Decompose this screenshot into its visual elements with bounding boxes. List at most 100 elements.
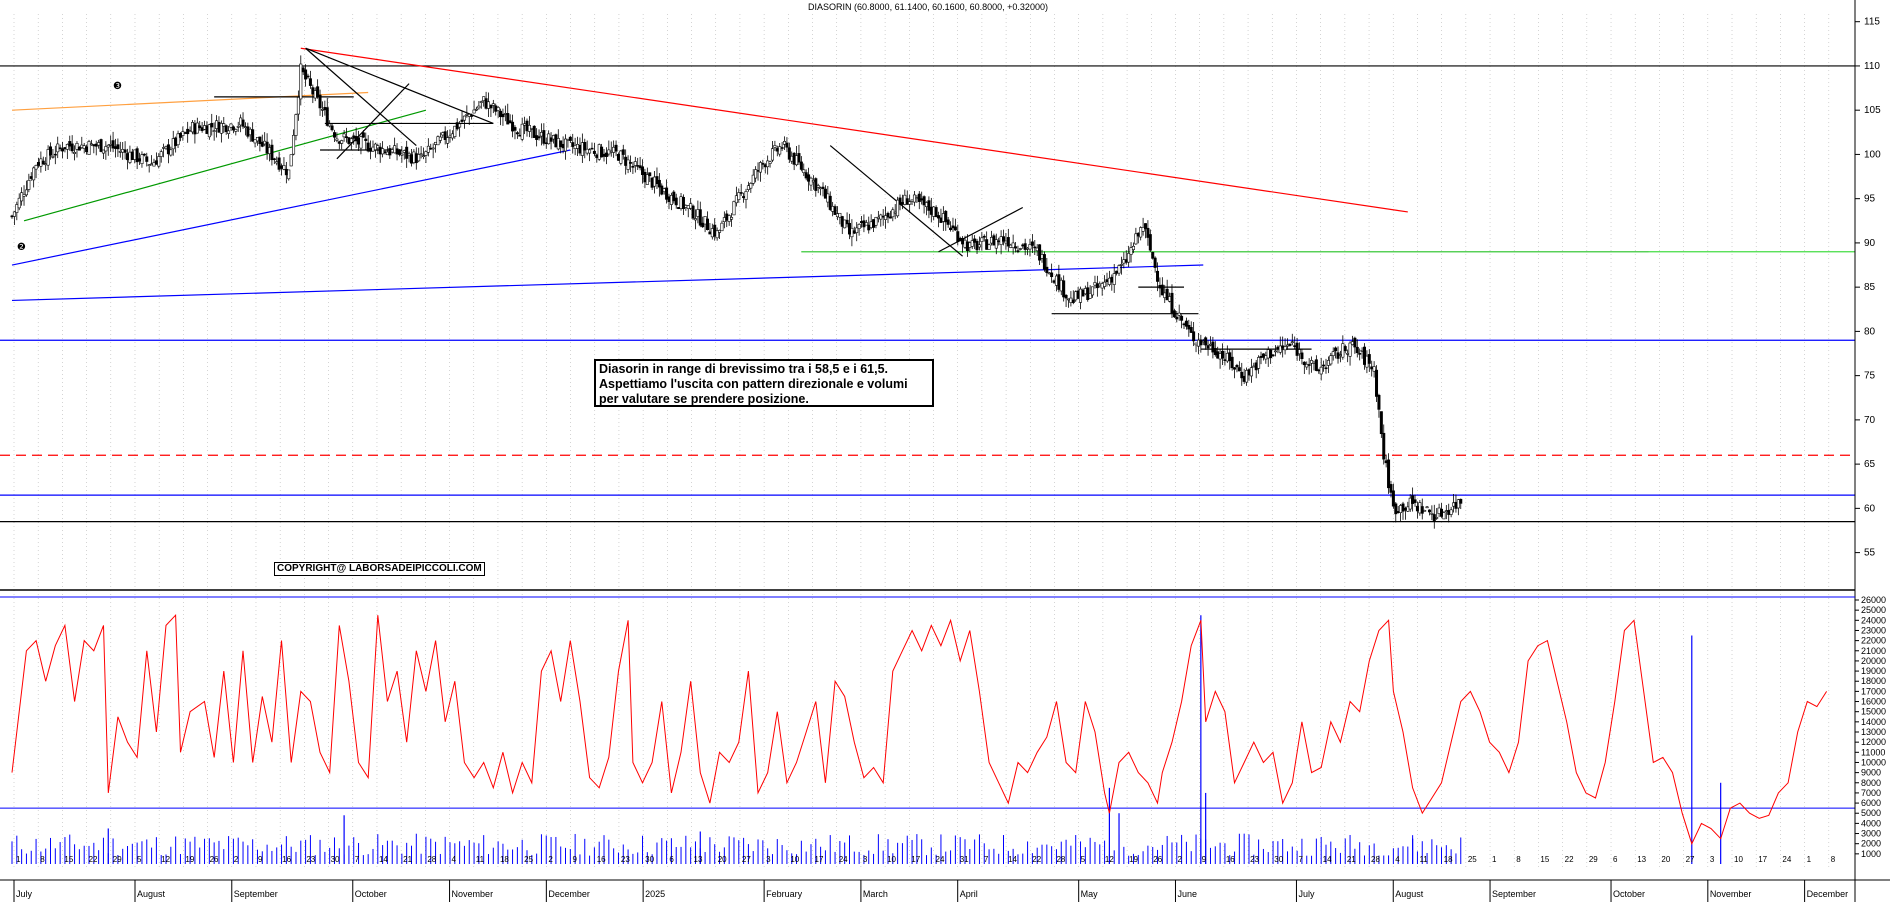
- candle-body: [1216, 351, 1220, 359]
- candle-body: [400, 153, 404, 156]
- osc-y-tick-label: 9000: [1861, 768, 1881, 778]
- candle-body: [1312, 361, 1316, 364]
- candle-body: [1334, 347, 1338, 352]
- candle-body: [1042, 254, 1046, 270]
- candle-body: [426, 145, 430, 153]
- candle-body: [857, 224, 861, 229]
- candle-body: [737, 192, 741, 200]
- candle-body: [1435, 517, 1439, 519]
- candle-body: [487, 101, 491, 109]
- x-tick-label-month: September: [234, 889, 278, 899]
- candle-body: [607, 149, 611, 155]
- candle-body: [1273, 350, 1277, 353]
- candle-body: [1117, 265, 1121, 274]
- candle-body: [1300, 352, 1304, 360]
- candle-body: [992, 235, 996, 246]
- x-tick-label-day: 19: [185, 855, 194, 864]
- candle-body: [1288, 343, 1292, 346]
- candle-body: [867, 224, 871, 231]
- candle-body: [1406, 506, 1410, 512]
- candle-body: [335, 138, 339, 141]
- x-tick-label-day: 1: [1807, 855, 1812, 864]
- candle-body: [1014, 246, 1018, 249]
- candle-body: [477, 105, 481, 109]
- candle-body: [56, 143, 60, 153]
- x-tick-label-day: 3: [1710, 855, 1715, 864]
- candle-body: [542, 130, 546, 144]
- candle-body: [1442, 512, 1446, 520]
- candle-body: [183, 132, 187, 134]
- y-tick-label: 90: [1864, 238, 1876, 249]
- orange-trend: [11, 91, 369, 111]
- candle-body: [258, 136, 262, 145]
- candle-body: [1399, 505, 1403, 513]
- candle-body: [417, 154, 421, 162]
- candle-body: [1163, 292, 1167, 298]
- candle-body: [819, 187, 823, 190]
- candle-body: [190, 122, 194, 133]
- candle-body: [503, 113, 507, 115]
- candle-body: [443, 131, 447, 141]
- candle-body: [390, 149, 394, 153]
- candle-body: [1403, 507, 1407, 511]
- x-tick-label-day: 18: [500, 855, 509, 864]
- candle-body: [985, 239, 989, 250]
- candle-body: [653, 176, 657, 187]
- candle-body: [371, 146, 375, 152]
- candle-body: [159, 151, 163, 157]
- candle-body: [1062, 280, 1066, 298]
- candle-body: [1247, 369, 1251, 376]
- candle-body: [1057, 274, 1061, 290]
- candle-body: [397, 150, 401, 155]
- candle-body: [1283, 346, 1287, 351]
- candle-body: [1211, 341, 1215, 353]
- candle-body: [1307, 364, 1311, 366]
- x-tick-label-day: 22: [89, 855, 98, 864]
- candle-body: [1131, 245, 1135, 250]
- candle-body: [681, 196, 685, 210]
- candle-body: [797, 153, 801, 163]
- candle-body: [965, 241, 969, 252]
- candle-body: [431, 147, 435, 150]
- candle-body: [946, 219, 950, 225]
- candle-body: [395, 148, 399, 155]
- osc-y-tick-label: 25000: [1861, 605, 1886, 615]
- x-tick-label-day: 22: [1565, 855, 1574, 864]
- candle-body: [1112, 273, 1116, 285]
- candle-body: [650, 177, 654, 188]
- candle-body: [381, 148, 385, 155]
- candle-body: [1143, 223, 1147, 230]
- candle-body: [1206, 345, 1210, 349]
- x-tick-label-month: November: [452, 889, 494, 899]
- candle-body: [145, 156, 149, 162]
- candle-body: [580, 142, 584, 156]
- candle-body: [316, 86, 320, 97]
- x-tick-label-day: 25: [524, 855, 533, 864]
- candle-body: [1002, 236, 1006, 242]
- candle-body: [934, 207, 938, 217]
- candle-body: [1415, 505, 1419, 512]
- candle-body: [17, 197, 21, 209]
- candle-body: [292, 134, 296, 155]
- candle-body: [246, 126, 250, 137]
- candle-body: [831, 206, 835, 212]
- candle-body: [224, 125, 228, 132]
- candle-body: [332, 132, 336, 138]
- candle-body: [578, 144, 582, 154]
- x-tick-label-day: 1: [1492, 855, 1497, 864]
- candle-body: [1235, 364, 1239, 368]
- candle-body: [1059, 279, 1063, 292]
- x-tick-label-day: 20: [718, 855, 727, 864]
- x-tick-label-day: 1: [16, 855, 21, 864]
- candle-body: [732, 201, 736, 216]
- candle-body: [1230, 356, 1234, 369]
- candle-body: [58, 147, 62, 150]
- candle-body: [482, 96, 486, 102]
- candle-body: [1254, 362, 1258, 371]
- candle-body: [1076, 290, 1080, 299]
- candle-body: [667, 196, 671, 202]
- candle-body: [1394, 503, 1398, 515]
- candle-body: [523, 123, 527, 126]
- candle-body: [576, 144, 580, 149]
- candle-body: [770, 148, 774, 161]
